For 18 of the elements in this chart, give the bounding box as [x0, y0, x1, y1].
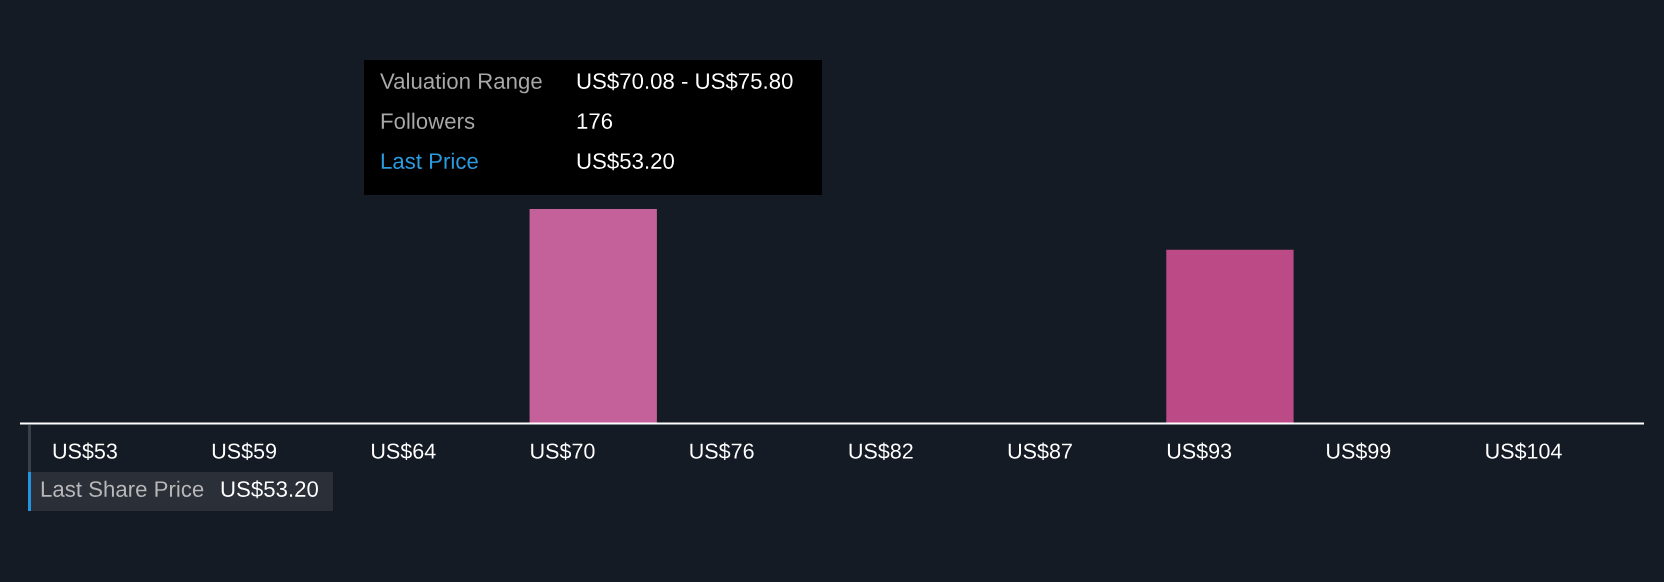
text: US$53.20 [221, 480, 318, 499]
text: 176 [577, 113, 613, 129]
text: Last Price [381, 152, 478, 169]
text: US$53.20 [577, 152, 674, 171]
x-tick-label: US$53 [53, 442, 117, 461]
x-tick-label: US$104 [1486, 442, 1562, 461]
x-tick-label: US$93 [1167, 442, 1232, 461]
text: Followers [381, 112, 475, 129]
text: Last Share Price [41, 480, 204, 497]
text: Valuation Range [380, 72, 542, 94]
x-tick-label: US$87 [1008, 442, 1072, 461]
x-tick-label: US$59 [212, 442, 277, 461]
x-tick-label: US$82 [849, 442, 913, 461]
x-tick-label: US$64 [372, 442, 436, 461]
x-tick-label: US$99 [1327, 442, 1391, 461]
x-tick-label: US$70 [531, 442, 595, 461]
x-tick-label: US$76 [690, 442, 754, 461]
text: US$70.08 - US$75.80 [577, 72, 793, 91]
